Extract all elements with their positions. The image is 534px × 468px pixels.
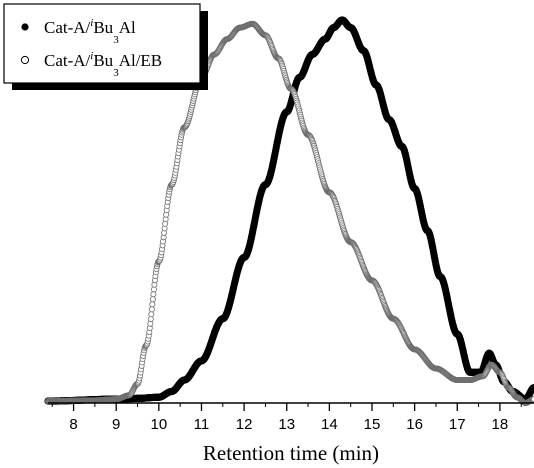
series-2 bbox=[45, 20, 534, 406]
data-point bbox=[149, 301, 156, 308]
legend-box bbox=[3, 3, 201, 84]
x-tick-label: 14 bbox=[321, 416, 338, 433]
legend-entries: Cat-A/iBu3Al Cat-A/iBu3Al/EB bbox=[20, 17, 162, 79]
legend-marker bbox=[20, 55, 30, 65]
x-tick-label: 8 bbox=[69, 416, 77, 433]
data-point bbox=[530, 384, 534, 392]
legend: Cat-A/iBu3Al Cat-A/iBu3Al/EB bbox=[3, 3, 208, 90]
data-point bbox=[149, 296, 156, 303]
x-tick-label: 11 bbox=[194, 416, 210, 433]
data-point bbox=[531, 396, 534, 403]
data-point bbox=[150, 291, 157, 298]
legend-label: Cat-A/iBu3Al bbox=[44, 17, 136, 46]
x-tick-label: 10 bbox=[150, 416, 167, 433]
x-tick-label: 17 bbox=[449, 416, 466, 433]
data-point bbox=[148, 306, 155, 313]
x-axis: 8 9 10 11 12 13 14 15 16 17 18 bbox=[48, 402, 534, 433]
x-tick-label: 16 bbox=[406, 416, 423, 433]
x-tick-label: 13 bbox=[278, 416, 295, 433]
x-axis-label: Retention time (min) bbox=[203, 441, 379, 465]
x-tick-label: 18 bbox=[492, 416, 509, 433]
series-layer bbox=[44, 16, 534, 406]
x-tick-label: 12 bbox=[236, 416, 253, 433]
x-tick-label: 9 bbox=[112, 416, 120, 433]
legend-label: Cat-A/iBu3Al/EB bbox=[44, 50, 162, 79]
x-tick-label: 15 bbox=[364, 416, 381, 433]
data-point bbox=[148, 311, 155, 318]
data-point bbox=[147, 316, 154, 323]
legend-marker bbox=[21, 23, 29, 31]
